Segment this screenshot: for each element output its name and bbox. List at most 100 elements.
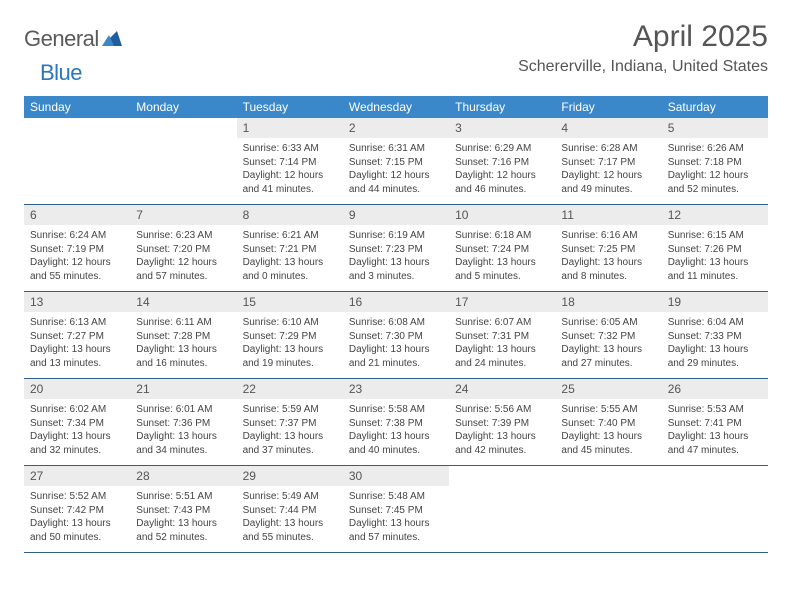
sunset-text: Sunset: 7:36 PM: [136, 417, 230, 431]
sunrise-text: Sunrise: 5:49 AM: [243, 490, 337, 504]
sunrise-text: Sunrise: 6:26 AM: [668, 142, 762, 156]
day-header: Saturday: [662, 96, 768, 118]
daylight-text: Daylight: 13 hours and 32 minutes.: [30, 430, 124, 457]
daynum-row: 13141516171819: [24, 292, 768, 313]
sunset-text: Sunset: 7:42 PM: [30, 504, 124, 518]
daylight-text: Daylight: 13 hours and 13 minutes.: [30, 343, 124, 370]
day-content-cell: Sunrise: 6:16 AMSunset: 7:25 PMDaylight:…: [555, 225, 661, 292]
day-content-cell: Sunrise: 6:23 AMSunset: 7:20 PMDaylight:…: [130, 225, 236, 292]
day-content-cell: Sunrise: 5:55 AMSunset: 7:40 PMDaylight:…: [555, 399, 661, 466]
sunrise-text: Sunrise: 6:18 AM: [455, 229, 549, 243]
day-number-cell: 2: [343, 118, 449, 138]
day-content-cell: Sunrise: 6:21 AMSunset: 7:21 PMDaylight:…: [237, 225, 343, 292]
daylight-text: Daylight: 13 hours and 47 minutes.: [668, 430, 762, 457]
sunrise-text: Sunrise: 6:01 AM: [136, 403, 230, 417]
day-number-cell: 28: [130, 466, 236, 487]
daylight-text: Daylight: 12 hours and 41 minutes.: [243, 169, 337, 196]
sunset-text: Sunset: 7:37 PM: [243, 417, 337, 431]
sunset-text: Sunset: 7:17 PM: [561, 156, 655, 170]
day-header: Sunday: [24, 96, 130, 118]
day-number-cell: 9: [343, 205, 449, 226]
daylight-text: Daylight: 13 hours and 0 minutes.: [243, 256, 337, 283]
sunrise-text: Sunrise: 6:24 AM: [30, 229, 124, 243]
day-number-cell: 5: [662, 118, 768, 138]
content-row: Sunrise: 6:13 AMSunset: 7:27 PMDaylight:…: [24, 312, 768, 379]
day-content-cell: Sunrise: 6:28 AMSunset: 7:17 PMDaylight:…: [555, 138, 661, 205]
sunrise-text: Sunrise: 5:48 AM: [349, 490, 443, 504]
daylight-text: Daylight: 13 hours and 55 minutes.: [243, 517, 337, 544]
day-content-cell: Sunrise: 5:48 AMSunset: 7:45 PMDaylight:…: [343, 486, 449, 553]
sunset-text: Sunset: 7:29 PM: [243, 330, 337, 344]
sunrise-text: Sunrise: 5:53 AM: [668, 403, 762, 417]
day-header: Tuesday: [237, 96, 343, 118]
day-content-cell: Sunrise: 6:29 AMSunset: 7:16 PMDaylight:…: [449, 138, 555, 205]
day-content-cell: Sunrise: 5:51 AMSunset: 7:43 PMDaylight:…: [130, 486, 236, 553]
day-content-cell: Sunrise: 6:15 AMSunset: 7:26 PMDaylight:…: [662, 225, 768, 292]
daylight-text: Daylight: 13 hours and 19 minutes.: [243, 343, 337, 370]
sunset-text: Sunset: 7:16 PM: [455, 156, 549, 170]
sunset-text: Sunset: 7:14 PM: [243, 156, 337, 170]
day-number-cell: 8: [237, 205, 343, 226]
day-content-cell: Sunrise: 5:49 AMSunset: 7:44 PMDaylight:…: [237, 486, 343, 553]
daylight-text: Daylight: 13 hours and 42 minutes.: [455, 430, 549, 457]
day-content-cell: Sunrise: 6:01 AMSunset: 7:36 PMDaylight:…: [130, 399, 236, 466]
day-number-cell: 29: [237, 466, 343, 487]
day-content-cell: Sunrise: 6:08 AMSunset: 7:30 PMDaylight:…: [343, 312, 449, 379]
day-content-cell: Sunrise: 6:13 AMSunset: 7:27 PMDaylight:…: [24, 312, 130, 379]
daylight-text: Daylight: 12 hours and 49 minutes.: [561, 169, 655, 196]
day-content-cell: [449, 486, 555, 553]
daylight-text: Daylight: 13 hours and 57 minutes.: [349, 517, 443, 544]
sunset-text: Sunset: 7:25 PM: [561, 243, 655, 257]
day-number-cell: 20: [24, 379, 130, 400]
day-number-cell: 15: [237, 292, 343, 313]
daynum-row: 20212223242526: [24, 379, 768, 400]
sunrise-text: Sunrise: 6:19 AM: [349, 229, 443, 243]
sunrise-text: Sunrise: 6:11 AM: [136, 316, 230, 330]
day-content-cell: Sunrise: 5:59 AMSunset: 7:37 PMDaylight:…: [237, 399, 343, 466]
day-number-cell: 7: [130, 205, 236, 226]
brand-word2: Blue: [40, 60, 82, 86]
content-row: Sunrise: 5:52 AMSunset: 7:42 PMDaylight:…: [24, 486, 768, 553]
day-number-cell: [24, 118, 130, 138]
sunrise-text: Sunrise: 6:15 AM: [668, 229, 762, 243]
day-content-cell: Sunrise: 6:07 AMSunset: 7:31 PMDaylight:…: [449, 312, 555, 379]
sunset-text: Sunset: 7:44 PM: [243, 504, 337, 518]
day-content-cell: [555, 486, 661, 553]
day-number-cell: 27: [24, 466, 130, 487]
sunrise-text: Sunrise: 6:16 AM: [561, 229, 655, 243]
day-number-cell: 25: [555, 379, 661, 400]
calendar-body: 12345Sunrise: 6:33 AMSunset: 7:14 PMDayl…: [24, 118, 768, 553]
daynum-row: 12345: [24, 118, 768, 138]
day-content-cell: Sunrise: 6:11 AMSunset: 7:28 PMDaylight:…: [130, 312, 236, 379]
sunrise-text: Sunrise: 6:02 AM: [30, 403, 124, 417]
sunset-text: Sunset: 7:43 PM: [136, 504, 230, 518]
day-number-cell: 21: [130, 379, 236, 400]
sunset-text: Sunset: 7:34 PM: [30, 417, 124, 431]
day-content-cell: Sunrise: 6:19 AMSunset: 7:23 PMDaylight:…: [343, 225, 449, 292]
day-number-cell: 18: [555, 292, 661, 313]
day-number-cell: 24: [449, 379, 555, 400]
sunset-text: Sunset: 7:41 PM: [668, 417, 762, 431]
sunrise-text: Sunrise: 6:05 AM: [561, 316, 655, 330]
day-content-cell: Sunrise: 5:52 AMSunset: 7:42 PMDaylight:…: [24, 486, 130, 553]
daylight-text: Daylight: 12 hours and 46 minutes.: [455, 169, 549, 196]
sunset-text: Sunset: 7:30 PM: [349, 330, 443, 344]
daynum-row: 27282930: [24, 466, 768, 487]
sunrise-text: Sunrise: 6:23 AM: [136, 229, 230, 243]
daylight-text: Daylight: 13 hours and 34 minutes.: [136, 430, 230, 457]
day-number-cell: 22: [237, 379, 343, 400]
daylight-text: Daylight: 13 hours and 52 minutes.: [136, 517, 230, 544]
daylight-text: Daylight: 13 hours and 5 minutes.: [455, 256, 549, 283]
sunset-text: Sunset: 7:40 PM: [561, 417, 655, 431]
content-row: Sunrise: 6:24 AMSunset: 7:19 PM Daylight:…: [24, 225, 768, 292]
sunrise-text: Sunrise: 6:21 AM: [243, 229, 337, 243]
sunset-text: Sunset: 7:21 PM: [243, 243, 337, 257]
day-content-cell: Sunrise: 6:18 AMSunset: 7:24 PMDaylight:…: [449, 225, 555, 292]
sunset-text: Sunset: 7:33 PM: [668, 330, 762, 344]
sunset-text: Sunset: 7:19 PM: [30, 243, 124, 257]
sunset-text: Sunset: 7:38 PM: [349, 417, 443, 431]
sunset-text: Sunset: 7:27 PM: [30, 330, 124, 344]
content-row: Sunrise: 6:33 AMSunset: 7:14 PMDaylight:…: [24, 138, 768, 205]
day-content-cell: [662, 486, 768, 553]
day-number-cell: 13: [24, 292, 130, 313]
